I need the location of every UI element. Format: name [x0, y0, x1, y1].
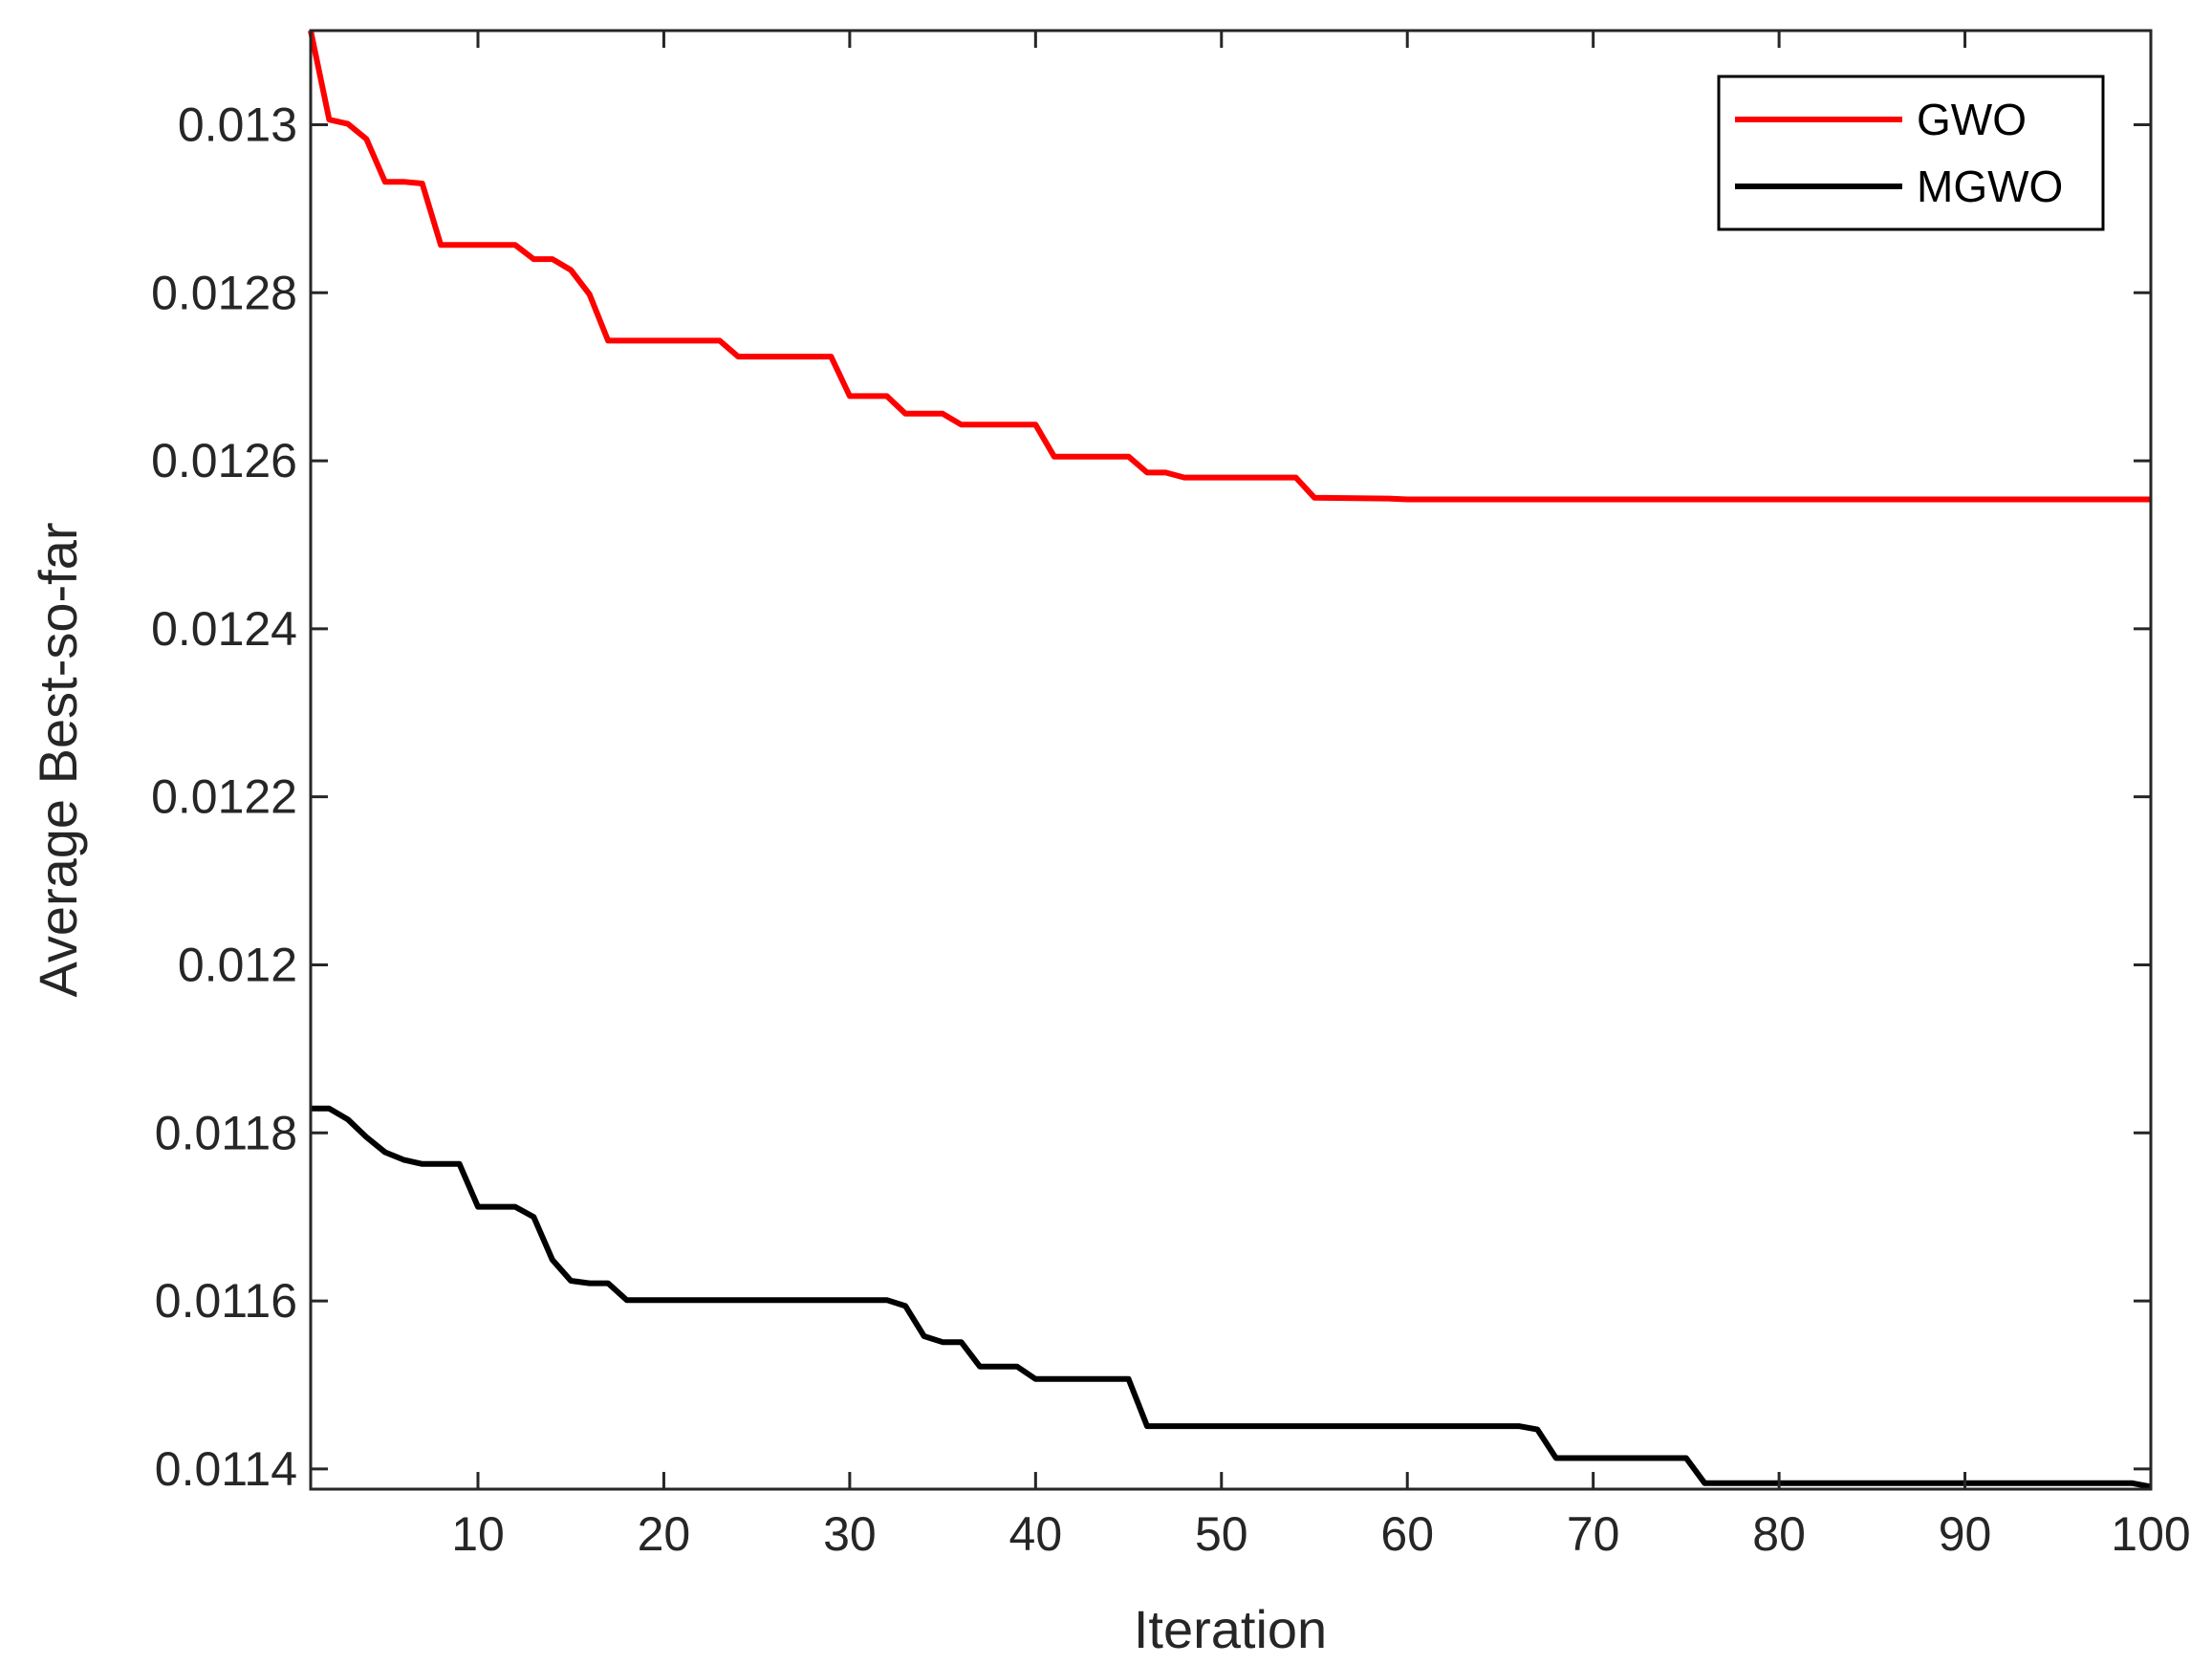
y-tick-label: 0.0114: [155, 1442, 297, 1496]
legend-box: [1717, 75, 2105, 231]
x-tick-label: 90: [1939, 1507, 1992, 1561]
y-tick-label: 0.0124: [151, 602, 297, 656]
y-tick-label: 0.0116: [155, 1274, 297, 1328]
x-tick-label: 100: [2111, 1507, 2190, 1561]
plot-area: [311, 31, 2151, 1489]
series-layer: [308, 30, 2152, 1490]
y-tick-label: 0.0122: [151, 770, 297, 824]
y-axis: 0.0114 0.0116 0.0118 0.012 0.0122 0.0124 0.012…: [151, 97, 2151, 1496]
y-tick-label: 0.0128: [151, 266, 297, 319]
x-tick-label: 20: [638, 1507, 691, 1561]
series-line-mgwo: [311, 1105, 2152, 1490]
y-tick-label: 0.013: [178, 97, 297, 151]
y-tick-label: 0.0126: [151, 434, 297, 487]
x-tick-label: 60: [1380, 1507, 1434, 1561]
axes-box: [309, 29, 2153, 1491]
x-tick-label: 50: [1195, 1507, 1248, 1561]
y-axis-label: Average Best-so-far: [28, 523, 88, 998]
x-tick-label: 10: [451, 1507, 505, 1561]
x-tick-label: 30: [823, 1507, 877, 1561]
legend: GWO MGWO: [1717, 75, 2105, 231]
legend-label-gwo: GWO: [1917, 95, 2027, 144]
x-tick-label: 40: [1009, 1507, 1063, 1561]
series-line-gwo: [308, 30, 2151, 503]
legend-label-mgwo: MGWO: [1917, 162, 2063, 211]
x-axis: 10 20 30 40 50 60 70 80 90 100: [451, 31, 2191, 1561]
y-tick-label: 0.012: [178, 938, 297, 991]
x-tick-label: 80: [1752, 1507, 1806, 1561]
y-tick-label: 0.0118: [155, 1106, 297, 1159]
x-axis-label: Iteration: [1134, 1599, 1327, 1659]
x-tick-label: 70: [1567, 1507, 1620, 1561]
